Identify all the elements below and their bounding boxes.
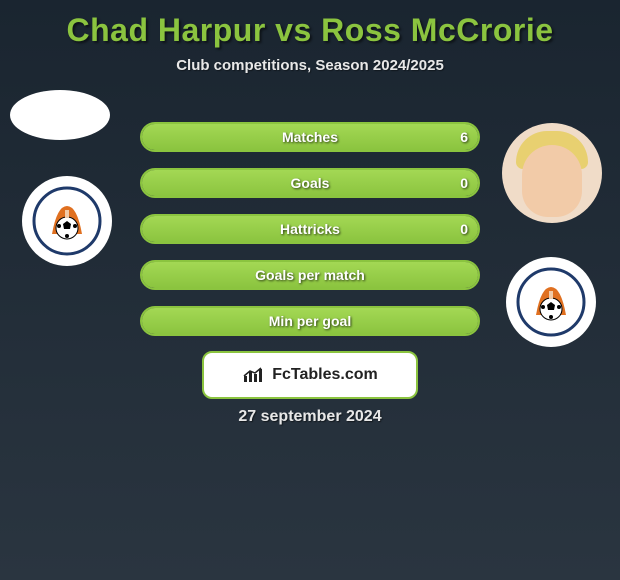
stat-bar-label: Hattricks [142,216,478,242]
chart-icon [242,366,266,384]
player1-avatar-placeholder [10,90,110,140]
stat-bar-label: Goals [142,170,478,196]
stat-bar-goals: Goals0 [140,168,480,198]
brand-text: FcTables.com [272,366,378,384]
player2-club-crest [506,257,596,347]
date-text: 27 september 2024 [0,408,620,426]
page-subtitle: Club competitions, Season 2024/2025 [0,57,620,74]
stat-bar-right-value: 0 [460,216,468,242]
stat-bar-label: Min per goal [142,308,478,334]
page-title: Chad Harpur vs Ross McCrorie [0,0,620,57]
player2-avatar [502,123,602,223]
stat-bar-matches: Matches6 [140,122,480,152]
stat-bar-label: Goals per match [142,262,478,288]
stat-bars: Matches6Goals0Hattricks0Goals per matchM… [140,122,480,352]
stat-bar-label: Matches [142,124,478,150]
stat-bar-min-per-goal: Min per goal [140,306,480,336]
player1-club-crest [22,176,112,266]
stat-bar-right-value: 6 [460,124,468,150]
stat-bar-hattricks: Hattricks0 [140,214,480,244]
stat-bar-goals-per-match: Goals per match [140,260,480,290]
stat-bar-right-value: 0 [460,170,468,196]
brand-badge[interactable]: FcTables.com [202,351,418,399]
